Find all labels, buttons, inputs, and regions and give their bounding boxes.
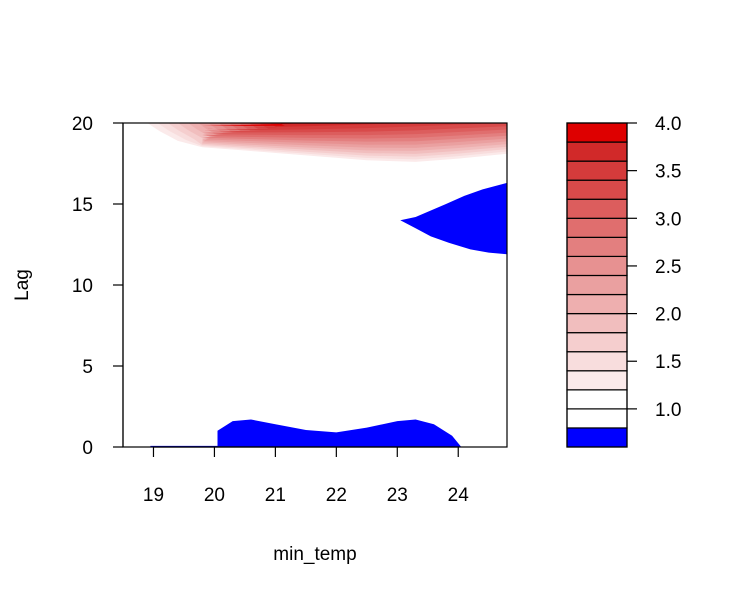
x-tick-label: 19 xyxy=(143,485,164,506)
x-axis: 19 20 21 22 23 24 xyxy=(143,446,470,506)
x-tick-label: 23 xyxy=(387,485,408,506)
red-band-level xyxy=(202,123,507,127)
colorbar-tick-label: 3.0 xyxy=(655,209,681,230)
colorbar-swatch xyxy=(566,293,628,315)
lag-13-blue-region xyxy=(400,182,507,255)
colorbar-tick-label: 3.5 xyxy=(655,162,681,183)
lag-0-blue-region xyxy=(217,419,462,447)
x-tick-label: 22 xyxy=(326,485,347,506)
colorbar-swatch xyxy=(566,408,628,429)
colorbar-swatch xyxy=(566,198,628,219)
colorbar-swatch xyxy=(566,179,628,200)
colorbar-swatch xyxy=(566,427,628,448)
colorbar-swatch xyxy=(566,160,628,181)
colorbar-swatch xyxy=(566,236,628,258)
y-tick-label: 20 xyxy=(72,114,93,135)
plot-frame xyxy=(122,122,508,448)
x-axis-title: min_temp xyxy=(273,544,356,565)
colorbar-swatch xyxy=(566,351,628,372)
y-tick-label: 0 xyxy=(82,438,93,459)
colorbar-swatch xyxy=(566,255,628,277)
y-tick-label: 10 xyxy=(72,276,93,297)
colorbar-tick-label: 4.0 xyxy=(655,114,681,135)
y-axis-title: Lag xyxy=(12,269,33,301)
colorbar-swatch xyxy=(566,389,628,410)
plot-regions xyxy=(147,123,507,447)
x-tick-label: 21 xyxy=(265,485,286,506)
colorbar-frame xyxy=(566,122,628,448)
y-tick-label: 5 xyxy=(82,357,93,378)
colorbar-tick-label: 1.0 xyxy=(655,400,681,421)
y-axis: 0 5 10 15 20 xyxy=(72,114,124,459)
colorbar-swatch xyxy=(566,332,628,353)
colorbar-swatch xyxy=(566,274,628,296)
colorbar-swatch xyxy=(566,370,628,391)
colorbar-swatch xyxy=(566,141,628,162)
colorbar-tick-label: 2.0 xyxy=(655,305,681,326)
y-tick-label: 15 xyxy=(72,195,93,216)
colorbar-tick-label: 2.5 xyxy=(655,257,681,278)
colorbar-swatch xyxy=(566,122,628,143)
x-tick-label: 24 xyxy=(448,485,470,506)
x-tick-label: 20 xyxy=(204,485,225,506)
colorbar-swatch xyxy=(566,312,628,334)
colorbar-legend: 1.0 1.5 2.0 2.5 3.0 3.5 4.0 xyxy=(566,114,681,448)
colorbar-tick-label: 1.5 xyxy=(655,352,681,373)
colorbar-swatch xyxy=(566,217,628,238)
